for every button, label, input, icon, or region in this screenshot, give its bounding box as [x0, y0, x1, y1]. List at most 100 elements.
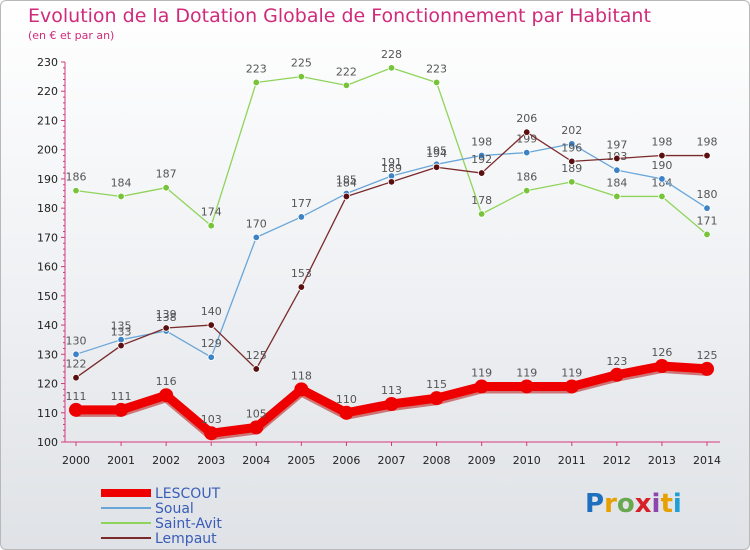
- data-label-lempaut: 125: [246, 349, 267, 362]
- data-label-soual: 190: [651, 159, 672, 172]
- logo-letter: P: [585, 489, 605, 519]
- data-label-lempaut: 153: [291, 267, 312, 280]
- data-label-lempaut: 194: [426, 147, 447, 160]
- data-label-soual: 129: [201, 337, 222, 350]
- data-label-lempaut: 192: [471, 153, 492, 166]
- data-point-lempaut: [387, 178, 396, 186]
- data-point-lescout: [159, 388, 174, 403]
- data-label-saint-avit: 171: [697, 214, 718, 227]
- data-point-soual: [297, 213, 306, 221]
- data-label-soual: 177: [291, 197, 312, 210]
- data-point-lescout: [474, 379, 489, 394]
- data-point-soual: [703, 204, 711, 212]
- data-label-saint-avit: 225: [291, 57, 312, 70]
- data-point-lempaut: [342, 192, 351, 201]
- data-point-saint-avit: [72, 186, 80, 195]
- data-label-saint-avit: 187: [156, 168, 177, 181]
- y-tick-label: 170: [37, 231, 58, 244]
- data-point-soual: [568, 140, 576, 148]
- data-point-lempaut: [117, 341, 125, 350]
- data-point-lescout: [519, 379, 534, 394]
- data-point-saint-avit: [568, 178, 576, 186]
- y-tick-label: 210: [37, 114, 58, 127]
- data-label-soual: 130: [66, 334, 87, 347]
- data-label-lempaut: 184: [336, 176, 357, 189]
- y-tick-label: 120: [37, 378, 58, 391]
- y-tick-label: 160: [37, 261, 58, 274]
- data-label-saint-avit: 223: [426, 62, 447, 75]
- data-point-saint-avit: [387, 64, 396, 72]
- data-point-lempaut: [658, 151, 666, 160]
- x-tick-label: 2014: [693, 454, 721, 467]
- data-point-lempaut: [568, 157, 576, 166]
- data-label-saint-avit: 186: [66, 171, 87, 184]
- data-label-soual: 195: [426, 144, 447, 157]
- data-point-lempaut: [432, 163, 441, 171]
- data-point-lempaut: [297, 283, 306, 291]
- data-label-lescout: 123: [606, 355, 627, 368]
- data-label-lescout: 119: [471, 366, 492, 379]
- data-label-saint-avit: 189: [561, 162, 582, 175]
- data-point-soual: [72, 350, 80, 359]
- data-point-lempaut: [72, 373, 80, 382]
- data-label-soual: 198: [471, 136, 492, 149]
- data-label-lescout: 110: [336, 393, 357, 406]
- data-label-soual: 185: [336, 174, 357, 187]
- data-label-saint-avit: 178: [471, 194, 492, 207]
- data-label-saint-avit: 184: [111, 176, 132, 189]
- data-label-lescout: 111: [66, 390, 87, 403]
- x-tick-label: 2010: [513, 454, 541, 467]
- data-label-soual: 191: [381, 156, 402, 169]
- data-label-lescout: 111: [111, 390, 132, 403]
- data-label-soual: 202: [561, 124, 582, 137]
- x-tick-label: 2000: [62, 454, 90, 467]
- x-tick-label: 2003: [197, 454, 225, 467]
- data-label-lempaut: 122: [66, 358, 87, 371]
- logo-letter: o: [616, 489, 635, 519]
- y-tick-label: 230: [37, 56, 58, 69]
- data-label-lescout: 115: [426, 378, 447, 391]
- data-point-lescout: [609, 367, 624, 382]
- data-label-saint-avit: 184: [651, 176, 672, 189]
- data-point-saint-avit: [432, 78, 441, 87]
- data-label-lescout: 125: [697, 349, 718, 362]
- data-point-lempaut: [523, 128, 531, 136]
- data-point-lescout: [204, 426, 219, 441]
- data-label-lempaut: 140: [201, 305, 222, 318]
- data-point-soual: [207, 353, 215, 361]
- data-label-lescout: 126: [651, 346, 672, 359]
- logo-letter: r: [604, 489, 617, 519]
- data-label-lempaut: 197: [606, 138, 627, 151]
- logo-letter: i: [651, 489, 661, 519]
- y-tick-label: 200: [37, 144, 58, 157]
- legend-label-soual: Soual: [155, 501, 194, 517]
- data-point-saint-avit: [342, 81, 351, 90]
- x-tick-label: 2005: [287, 454, 315, 467]
- data-label-lescout: 119: [561, 366, 582, 379]
- data-point-saint-avit: [162, 183, 170, 192]
- data-label-lempaut: 189: [381, 162, 402, 175]
- data-label-lempaut: 133: [111, 326, 132, 339]
- legend-label-saint-avit: Saint-Avit: [155, 516, 222, 532]
- data-label-saint-avit: 174: [201, 206, 222, 219]
- x-tick-label: 2012: [603, 454, 631, 467]
- data-point-lescout: [249, 420, 264, 435]
- data-point-lempaut: [613, 154, 621, 163]
- data-point-saint-avit: [207, 221, 215, 230]
- data-label-soual: 138: [156, 311, 177, 324]
- data-point-soual: [252, 233, 260, 242]
- y-tick-label: 140: [37, 319, 58, 332]
- data-point-saint-avit: [523, 186, 531, 195]
- data-label-lempaut: 198: [651, 136, 672, 149]
- data-point-saint-avit: [252, 78, 260, 87]
- legend-label-lempaut: Lempaut: [155, 531, 217, 547]
- x-tick-label: 2002: [152, 454, 180, 467]
- data-label-soual: 180: [697, 188, 718, 201]
- y-tick-label: 180: [37, 202, 58, 215]
- logo-letter: t: [660, 489, 673, 519]
- data-label-lescout: 105: [246, 407, 267, 420]
- legend-label-lescout: LESCOUT: [155, 486, 221, 502]
- proxiti-logo: Proxiti: [585, 489, 682, 519]
